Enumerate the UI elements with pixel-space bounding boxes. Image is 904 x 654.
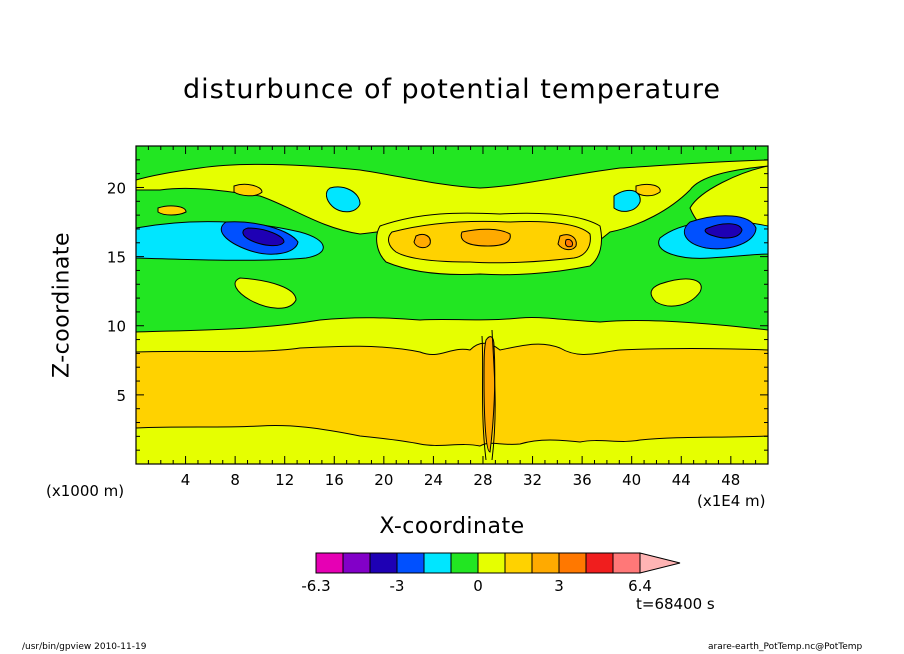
colorbar-label: -3	[390, 577, 405, 595]
colorbar-swatch	[504, 552, 533, 574]
x-tick-label: 32	[523, 471, 542, 489]
colorbar-label: 0	[473, 577, 483, 595]
contour-column-line-2	[491, 329, 496, 461]
fill-upper-orange-left	[233, 183, 263, 197]
colorbar: -6.3 -3 0 3 6.4	[301, 552, 681, 595]
fill-left-yellow-blob	[234, 277, 297, 309]
colorbar-swatch	[342, 552, 371, 574]
fill-upper-orange-right	[635, 183, 661, 197]
chart-title: disturbunce of potential temperature	[183, 74, 721, 105]
y-tick-label: 15	[107, 249, 126, 267]
footer-left: /usr/bin/gpview 2010-11-19	[22, 642, 147, 652]
colorbar-label: 3	[554, 577, 564, 595]
y-tick-label: 20	[107, 179, 126, 197]
contour-field	[136, 146, 768, 464]
fill-left-navy	[242, 227, 285, 247]
x-tick-label: 24	[424, 471, 443, 489]
x-tick-label: 28	[473, 471, 492, 489]
fill-right-navy	[704, 223, 743, 239]
y-axis-label: Z-coordinate	[49, 232, 75, 378]
fill-center-core	[460, 228, 511, 247]
colorbar-swatch	[612, 552, 641, 574]
colorbar-swatch	[369, 552, 398, 574]
fill-center-core-left	[413, 233, 431, 249]
x-tick-label: 36	[573, 471, 592, 489]
colorbar-swatch	[423, 552, 452, 574]
x-tick-label: 48	[721, 471, 740, 489]
footer-right: arare-earth_PotTemp.nc@PotTemp	[708, 642, 863, 652]
x-tick-label: 40	[622, 471, 641, 489]
colorbar-swatch	[396, 552, 425, 574]
colorbar-swatch	[585, 552, 614, 574]
x-tick-label: 44	[672, 471, 691, 489]
x-tick-label: 20	[374, 471, 393, 489]
x-tick-label: 4	[181, 471, 191, 489]
colorbar-swatch	[477, 552, 506, 574]
colorbar-extend-arrow	[639, 552, 681, 574]
x-tick-label: 16	[325, 471, 344, 489]
colorbar-swatch	[315, 552, 344, 574]
fill-center-red-spot	[565, 239, 573, 248]
x-axis-label: X-coordinate	[379, 514, 525, 539]
colorbar-swatch	[531, 552, 560, 574]
colorbar-swatch	[558, 552, 587, 574]
colorbar-label: -6.3	[301, 577, 330, 595]
x-axis-unit: (x1E4 m)	[697, 492, 766, 510]
fill-convective-column	[483, 336, 496, 453]
x-tick-label: 8	[230, 471, 240, 489]
fill-upper-orange-far-left	[157, 205, 187, 216]
y-tick-label: 5	[116, 387, 126, 405]
plot-frame	[135, 145, 769, 465]
fill-top-green	[136, 146, 768, 189]
fill-lower-orange-layer	[136, 342, 768, 447]
y-tick-label: 10	[107, 318, 126, 336]
time-label: t=68400 s	[636, 595, 715, 613]
contour-column-line-1	[481, 335, 487, 461]
fill-cyan-spot-left	[325, 186, 361, 213]
fill-cyan-spot-right	[613, 189, 641, 212]
x-tick-label: 12	[275, 471, 294, 489]
colorbar-label: 6.4	[628, 577, 652, 595]
colorbar-swatch	[450, 552, 479, 574]
fill-right-yellow-blob	[650, 278, 702, 307]
y-axis-unit: (x1000 m)	[46, 482, 125, 500]
